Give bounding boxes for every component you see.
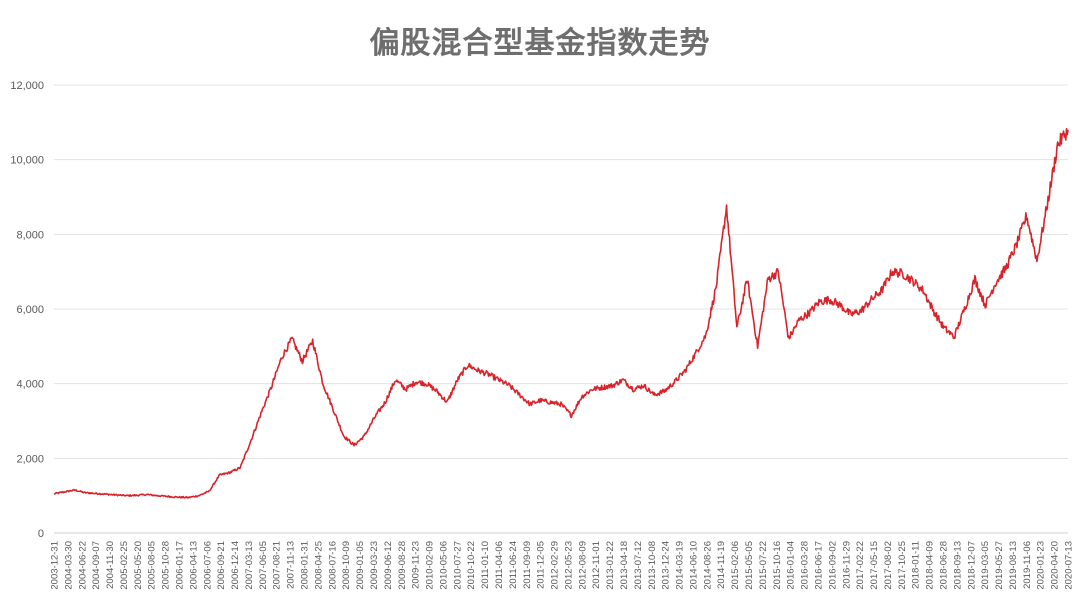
x-tick-label: 2016-09-02 bbox=[827, 541, 838, 590]
x-tick-label: 2007-06-05 bbox=[258, 541, 269, 590]
y-tick-label: 10,000 bbox=[10, 155, 44, 167]
x-tick-label: 2018-06-28 bbox=[939, 541, 950, 590]
x-tick-label: 2018-09-13 bbox=[952, 541, 963, 590]
x-tick-label: 2018-12-07 bbox=[966, 541, 977, 590]
x-tick-label: 2005-02-25 bbox=[119, 541, 130, 590]
x-tick-label: 2008-04-25 bbox=[313, 541, 324, 590]
x-tick-label: 2006-01-17 bbox=[175, 541, 186, 590]
x-tick-label: 2005-08-05 bbox=[147, 541, 158, 590]
x-tick-label: 2007-11-13 bbox=[286, 541, 297, 589]
x-tick-label: 2011-12-05 bbox=[536, 541, 547, 589]
x-tick-label: 2014-11-19 bbox=[716, 541, 727, 589]
x-tick-label: 2015-10-16 bbox=[772, 541, 783, 590]
x-tick-label: 2009-06-12 bbox=[383, 541, 394, 590]
x-tick-label: 2013-07-12 bbox=[633, 541, 644, 590]
x-tick-label: 2015-05-05 bbox=[744, 541, 755, 590]
x-tick-label: 2016-06-17 bbox=[814, 541, 825, 590]
x-tick-label: 2012-05-23 bbox=[563, 541, 574, 590]
x-tick-label: 2020-07-13 bbox=[1064, 541, 1075, 590]
x-tick-label: 2017-05-15 bbox=[869, 541, 880, 590]
x-tick-label: 2015-07-22 bbox=[758, 541, 769, 590]
y-tick-label: 6,000 bbox=[16, 304, 44, 316]
x-tick-label: 2006-09-21 bbox=[216, 541, 227, 590]
x-tick-label: 2007-03-13 bbox=[244, 541, 255, 590]
y-tick-label: 4,000 bbox=[16, 379, 44, 391]
x-tick-label: 2016-03-28 bbox=[800, 541, 811, 590]
x-tick-label: 2004-09-07 bbox=[91, 541, 102, 590]
x-tick-label: 2017-02-22 bbox=[855, 541, 866, 590]
x-tick-label: 2018-04-09 bbox=[925, 541, 936, 590]
x-tick-label: 2010-05-06 bbox=[438, 541, 449, 590]
series-layer bbox=[53, 127, 1069, 499]
x-tick-label: 2011-01-10 bbox=[480, 541, 491, 589]
x-tick-label: 2020-04-20 bbox=[1050, 541, 1061, 590]
x-tick-label: 2014-08-26 bbox=[702, 541, 713, 590]
x-tick-label: 2003-12-31 bbox=[50, 541, 61, 590]
x-tick-label: 2013-12-24 bbox=[661, 541, 672, 590]
x-tick-label: 2006-12-14 bbox=[230, 541, 241, 590]
y-tick-label: 0 bbox=[38, 528, 44, 540]
x-tick-label: 2006-07-06 bbox=[202, 541, 213, 590]
x-tick-label: 2010-07-27 bbox=[452, 541, 463, 590]
x-tick-label: 2009-01-05 bbox=[355, 541, 366, 590]
x-tick-label: 2014-03-19 bbox=[675, 541, 686, 590]
x-tick-label: 2019-11-06 bbox=[1022, 541, 1033, 589]
x-tick-label: 2012-08-09 bbox=[577, 541, 588, 590]
x-tick-label: 2009-03-23 bbox=[369, 541, 380, 590]
x-tick-label: 2016-01-04 bbox=[786, 541, 797, 590]
x-tick-label: 2013-04-18 bbox=[619, 541, 630, 590]
x-tick-label: 2015-02-06 bbox=[730, 541, 741, 590]
x-tick-label: 2019-03-05 bbox=[980, 541, 991, 590]
y-tick-label: 12,000 bbox=[10, 80, 44, 92]
x-tick-label: 2016-11-29 bbox=[841, 541, 852, 589]
x-tick-label: 2005-10-28 bbox=[161, 541, 172, 590]
x-tick-label: 2006-04-13 bbox=[188, 541, 199, 590]
x-tick-label: 2018-01-11 bbox=[911, 541, 922, 589]
x-tick-label: 2014-06-10 bbox=[689, 541, 700, 590]
y-axis-tick-labels: 0 2,000 4,000 6,000 8,000 10,000 12,000 bbox=[10, 80, 44, 540]
x-tick-label: 2008-07-16 bbox=[327, 541, 338, 590]
x-tick-label: 2011-04-06 bbox=[494, 541, 505, 589]
chart-title: 偏股混合型基金指数走势 bbox=[369, 26, 711, 61]
x-tick-label: 2012-11-01 bbox=[591, 541, 602, 589]
x-tick-label: 2012-02-29 bbox=[550, 541, 561, 590]
x-tick-label: 2017-10-25 bbox=[897, 541, 908, 590]
x-tick-label: 2013-01-22 bbox=[605, 541, 616, 590]
x-tick-label: 2013-10-08 bbox=[647, 541, 658, 590]
x-tick-label: 2004-06-22 bbox=[77, 541, 88, 590]
series-line bbox=[53, 127, 1069, 499]
x-tick-label: 2008-10-09 bbox=[341, 541, 352, 590]
x-tick-label: 2020-01-23 bbox=[1036, 541, 1047, 590]
x-tick-label: 2011-06-24 bbox=[508, 541, 519, 589]
x-tick-label: 2004-11-30 bbox=[105, 541, 116, 589]
x-tick-label: 2019-05-27 bbox=[994, 541, 1005, 590]
y-tick-label: 2,000 bbox=[16, 453, 44, 465]
x-tick-label: 2004-03-30 bbox=[63, 541, 74, 590]
gridlines bbox=[54, 84, 1068, 534]
x-tick-label: 2005-05-20 bbox=[133, 541, 144, 590]
x-tick-label: 2008-01-31 bbox=[300, 541, 311, 590]
x-tick-label: 2010-02-09 bbox=[425, 541, 436, 590]
x-axis-tick-labels: 2003-12-31 2004-03-30 2004-06-22 2004-09-07… bbox=[50, 541, 1075, 590]
x-tick-label: 2009-08-28 bbox=[397, 541, 408, 590]
y-tick-label: 8,000 bbox=[16, 229, 44, 241]
x-tick-label: 2019-08-13 bbox=[1008, 541, 1019, 590]
x-tick-label: 2009-11-23 bbox=[411, 541, 422, 589]
x-tick-label: 2017-08-02 bbox=[883, 541, 894, 590]
x-tick-label: 2007-08-21 bbox=[272, 541, 283, 590]
x-tick-label: 2011-09-09 bbox=[522, 541, 533, 589]
x-tick-label: 2010-10-22 bbox=[466, 541, 477, 590]
